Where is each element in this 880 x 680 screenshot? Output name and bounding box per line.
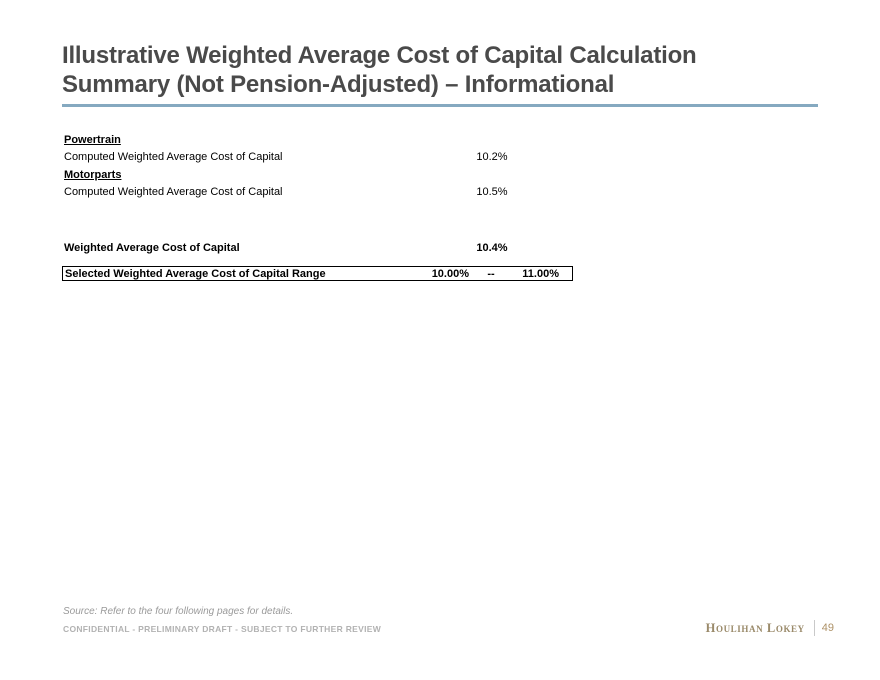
page-title-line2: Summary (Not Pension-Adjusted) – Informa… [62,71,615,98]
row-label: Computed Weighted Average Cost of Capita… [64,186,283,199]
wacc-total-value: 10.4% [476,241,508,254]
footer-divider [813,620,815,636]
wacc-total-row: Weighted Average Cost of Capital 10.4% [62,239,573,257]
selected-range-separator: -- [487,267,495,280]
table-row-motorparts-wacc: Computed Weighted Average Cost of Capita… [62,184,573,202]
section-heading-row-motorparts: Motorparts [62,166,573,184]
row-label: Computed Weighted Average Cost of Capita… [64,151,283,164]
row-value: 10.2% [476,151,508,164]
selected-range-low: 10.00% [431,267,469,280]
houlihan-lokey-logo: Houlihan Lokey [705,620,805,635]
footer-brand-block: Houlihan Lokey 49 [706,618,834,638]
section-heading-row-powertrain: Powertrain [62,131,573,149]
table-row-powertrain-wacc: Computed Weighted Average Cost of Capita… [62,149,573,167]
selected-wacc-range-box: Selected Weighted Average Cost of Capita… [62,266,573,281]
page-title-line1: Illustrative Weighted Average Cost of Ca… [62,42,697,69]
section-heading-label: Motorparts [64,168,122,181]
wacc-summary-table: Powertrain Computed Weighted Average Cos… [62,131,573,201]
row-value: 10.5% [476,186,508,199]
wacc-total-label: Weighted Average Cost of Capital [64,241,240,254]
selected-range-high: 11.00% [522,267,559,280]
confidentiality-disclaimer: CONFIDENTIAL - PRELIMINARY DRAFT - SUBJE… [63,624,382,634]
source-note: Source: Refer to the four following page… [63,606,294,617]
title-underline-rule [62,104,818,107]
page-title: Illustrative Weighted Average Cost of Ca… [62,41,822,99]
section-heading-label: Powertrain [64,133,121,146]
page-number: 49 [821,622,834,634]
selected-range-label: Selected Weighted Average Cost of Capita… [65,267,326,280]
